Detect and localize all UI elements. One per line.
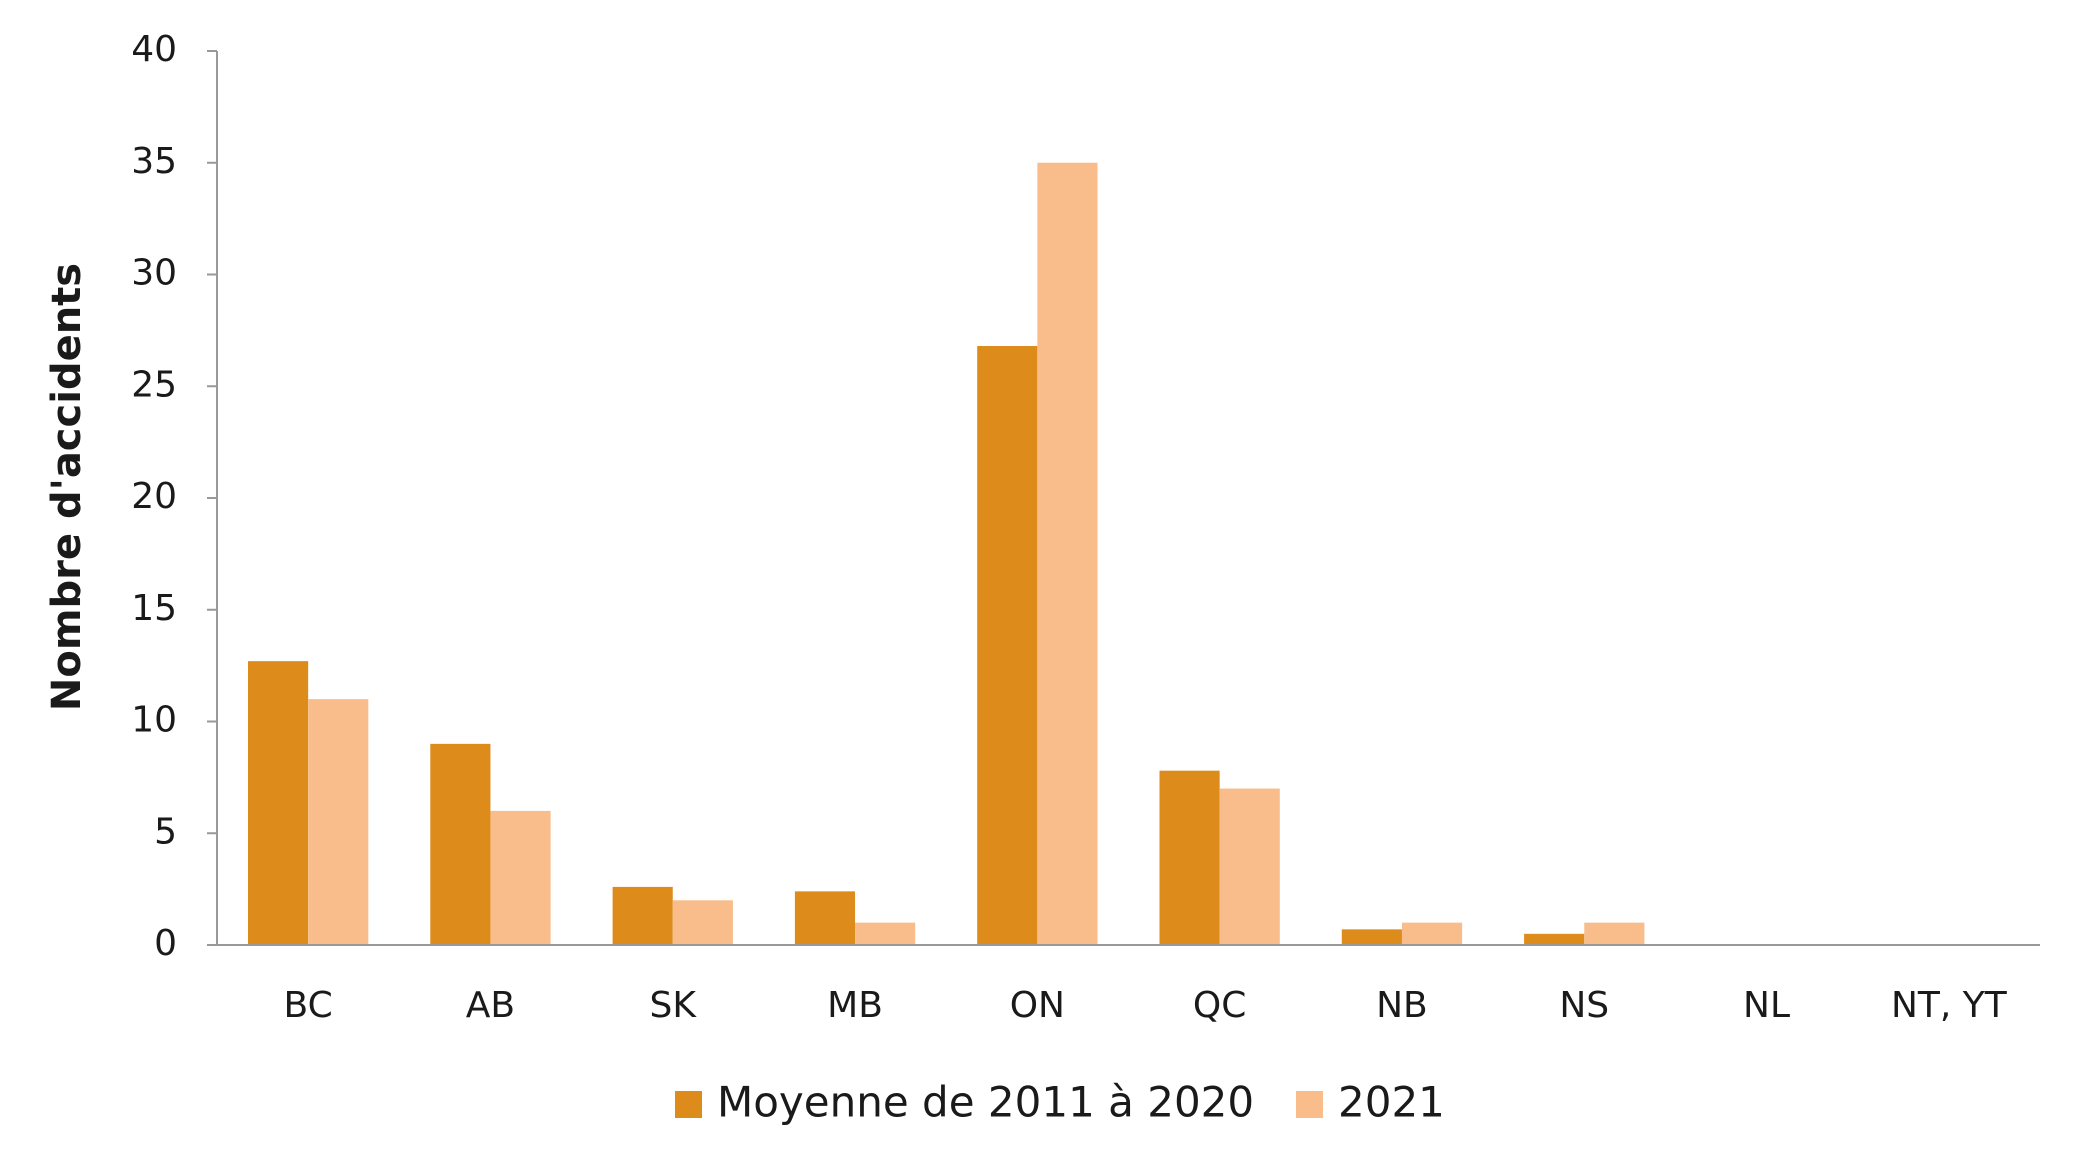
- x-tick-label: AB: [466, 985, 515, 1026]
- y-tick-label: 35: [131, 141, 177, 182]
- x-tick-label: NL: [1743, 985, 1790, 1026]
- legend-swatch: [1296, 1091, 1323, 1118]
- bar: [247, 661, 309, 945]
- legend-swatch: [675, 1091, 702, 1118]
- bar: [672, 900, 733, 945]
- legend-label: 2021: [1338, 1078, 1445, 1127]
- y-tick-label: 15: [131, 588, 177, 629]
- bar: [1524, 933, 1585, 945]
- bar: [308, 699, 369, 945]
- bar: [1159, 770, 1220, 945]
- y-tick-label: 5: [154, 811, 177, 852]
- x-tick-label: BC: [284, 985, 333, 1026]
- bar: [794, 891, 856, 945]
- y-tick-label: 40: [131, 29, 177, 70]
- y-tick-label: 10: [131, 700, 177, 741]
- bar: [490, 810, 551, 945]
- y-axis-title: Nombre d'accidents: [44, 263, 90, 711]
- bar: [1341, 929, 1402, 945]
- x-tick-label: MB: [827, 985, 883, 1026]
- bar: [612, 886, 673, 945]
- x-tick-label: ON: [1010, 985, 1065, 1026]
- y-tick-label: 30: [131, 253, 177, 294]
- bar: [1584, 922, 1645, 945]
- bar: [1037, 162, 1098, 945]
- y-tick-label: 25: [131, 364, 177, 405]
- x-tick-label: NS: [1559, 985, 1609, 1026]
- bar: [855, 922, 916, 945]
- x-tick-label: NB: [1376, 985, 1428, 1026]
- bar: [977, 346, 1038, 945]
- y-tick-label: 0: [154, 923, 177, 964]
- x-tick-label: QC: [1193, 985, 1246, 1026]
- bar: [1219, 788, 1280, 945]
- legend-label: Moyenne de 2011 à 2020: [717, 1078, 1254, 1127]
- y-tick-label: 20: [131, 476, 177, 517]
- x-tick-label: SK: [650, 985, 698, 1026]
- bar: [430, 743, 491, 945]
- bar: [1401, 922, 1463, 945]
- x-tick-label: NT, YT: [1891, 985, 2008, 1026]
